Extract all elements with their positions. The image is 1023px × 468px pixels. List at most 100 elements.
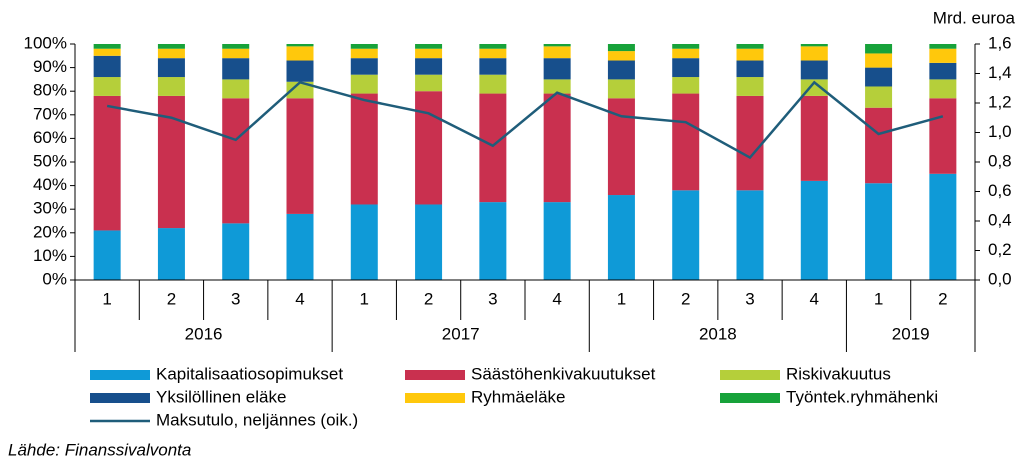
legend-swatch xyxy=(720,370,780,380)
x-tick-label: 3 xyxy=(231,289,240,308)
bar-segment xyxy=(672,93,700,191)
bar-segment xyxy=(607,60,635,80)
bar-segment xyxy=(543,44,571,47)
bar-segment xyxy=(543,79,571,94)
bar-segment xyxy=(929,79,957,99)
x-group-label: 2019 xyxy=(892,324,930,343)
x-group-label: 2018 xyxy=(699,324,737,343)
legend-swatch xyxy=(90,370,150,380)
bar-segment xyxy=(800,95,828,181)
bar-segment xyxy=(736,48,764,61)
bar-segment xyxy=(929,173,957,280)
bar-segment xyxy=(222,44,250,49)
legend-label: Maksutulo, neljännes (oik.) xyxy=(156,410,358,429)
bar-segment xyxy=(736,44,764,49)
bar-segment xyxy=(222,48,250,59)
y-tick-label: 70% xyxy=(33,104,67,123)
bar-segment xyxy=(672,77,700,94)
x-tick-label: 2 xyxy=(681,289,690,308)
bar-segment xyxy=(865,107,893,184)
bar-segment xyxy=(672,190,700,280)
y2-tick-label: 0,6 xyxy=(988,181,1012,200)
bar-segment xyxy=(929,44,957,49)
bar-segment xyxy=(93,77,121,96)
y-tick-label: 50% xyxy=(33,151,67,170)
bar-segment xyxy=(157,77,185,96)
y-tick-label: 90% xyxy=(33,57,67,76)
bar-segment xyxy=(157,48,185,59)
bar-segment xyxy=(479,44,507,49)
bar-segment xyxy=(929,48,957,63)
bar-segment xyxy=(607,44,635,52)
bar-segment xyxy=(415,74,443,92)
legend-label: Säästöhenkivakuutukset xyxy=(471,364,656,383)
x-tick-label: 4 xyxy=(810,289,819,308)
bar-segment xyxy=(222,79,250,99)
bar-segment xyxy=(736,190,764,280)
bar-segment xyxy=(865,67,893,87)
bar-segment xyxy=(672,58,700,78)
bar-segment xyxy=(286,81,314,99)
y-tick-label: 60% xyxy=(33,128,67,147)
bar-segment xyxy=(865,53,893,68)
x-tick-label: 2 xyxy=(424,289,433,308)
line xyxy=(106,80,944,160)
x-tick-label: 3 xyxy=(488,289,497,308)
bar-segment xyxy=(607,79,635,99)
y-tick-label: 20% xyxy=(33,222,67,241)
y2-tick-label: 1,2 xyxy=(988,92,1012,111)
bar-segment xyxy=(415,48,443,59)
bar-segment xyxy=(672,44,700,49)
x-tick-label: 1 xyxy=(874,289,883,308)
legend-label: Riskivakuutus xyxy=(786,364,891,383)
bar-segment xyxy=(479,58,507,75)
bar-segment xyxy=(286,60,314,82)
x-tick-label: 4 xyxy=(552,289,561,308)
y2-tick-label: 0,4 xyxy=(988,210,1012,229)
bar-segment xyxy=(415,44,443,49)
bar-segment xyxy=(350,204,378,280)
y-tick-label: 40% xyxy=(33,175,67,194)
x-group-label: 2017 xyxy=(442,324,480,343)
y2-tick-label: 0,0 xyxy=(988,269,1012,288)
source: Lähde: Finanssivalvonta xyxy=(8,440,191,459)
y2-tick-label: 1,0 xyxy=(988,122,1012,141)
x-tick-label: 2 xyxy=(938,289,947,308)
bar-segment xyxy=(479,202,507,280)
bar-segment xyxy=(93,95,121,231)
bar-segment xyxy=(543,46,571,59)
bar-segment xyxy=(415,91,443,205)
x-group-label: 2016 xyxy=(185,324,223,343)
legend-swatch xyxy=(720,393,780,403)
legend-swatch xyxy=(405,393,465,403)
y-tick-label: 30% xyxy=(33,199,67,218)
legend-swatch xyxy=(90,393,150,403)
legend-label: Yksilöllinen eläke xyxy=(156,387,286,406)
bar-segment xyxy=(865,183,893,280)
y2-axis-label: Mrd. euroa xyxy=(933,8,1016,27)
bar-segment xyxy=(607,195,635,280)
bar-segment xyxy=(93,44,121,49)
bar-segment xyxy=(543,202,571,280)
bar-segment xyxy=(865,86,893,108)
legend-label: Työntek.ryhmähenki xyxy=(786,387,938,406)
bar-segment xyxy=(800,180,828,280)
bar-segment xyxy=(93,230,121,280)
bar-segment xyxy=(415,204,443,280)
bar-segment xyxy=(157,58,185,78)
bar-segment xyxy=(929,98,957,174)
bar-segment xyxy=(479,93,507,203)
y-tick-label: 100% xyxy=(24,33,67,52)
bar-segment xyxy=(800,46,828,61)
bar-segment xyxy=(607,98,635,196)
bar-segment xyxy=(672,48,700,59)
bar-segment xyxy=(865,44,893,54)
x-tick-label: 2 xyxy=(167,289,176,308)
x-tick-label: 4 xyxy=(295,289,304,308)
bar-segment xyxy=(93,48,121,56)
bar-segment xyxy=(157,228,185,280)
legend-label: Ryhmäeläke xyxy=(471,387,566,406)
bar-segment xyxy=(929,62,957,80)
bar-segment xyxy=(350,93,378,205)
